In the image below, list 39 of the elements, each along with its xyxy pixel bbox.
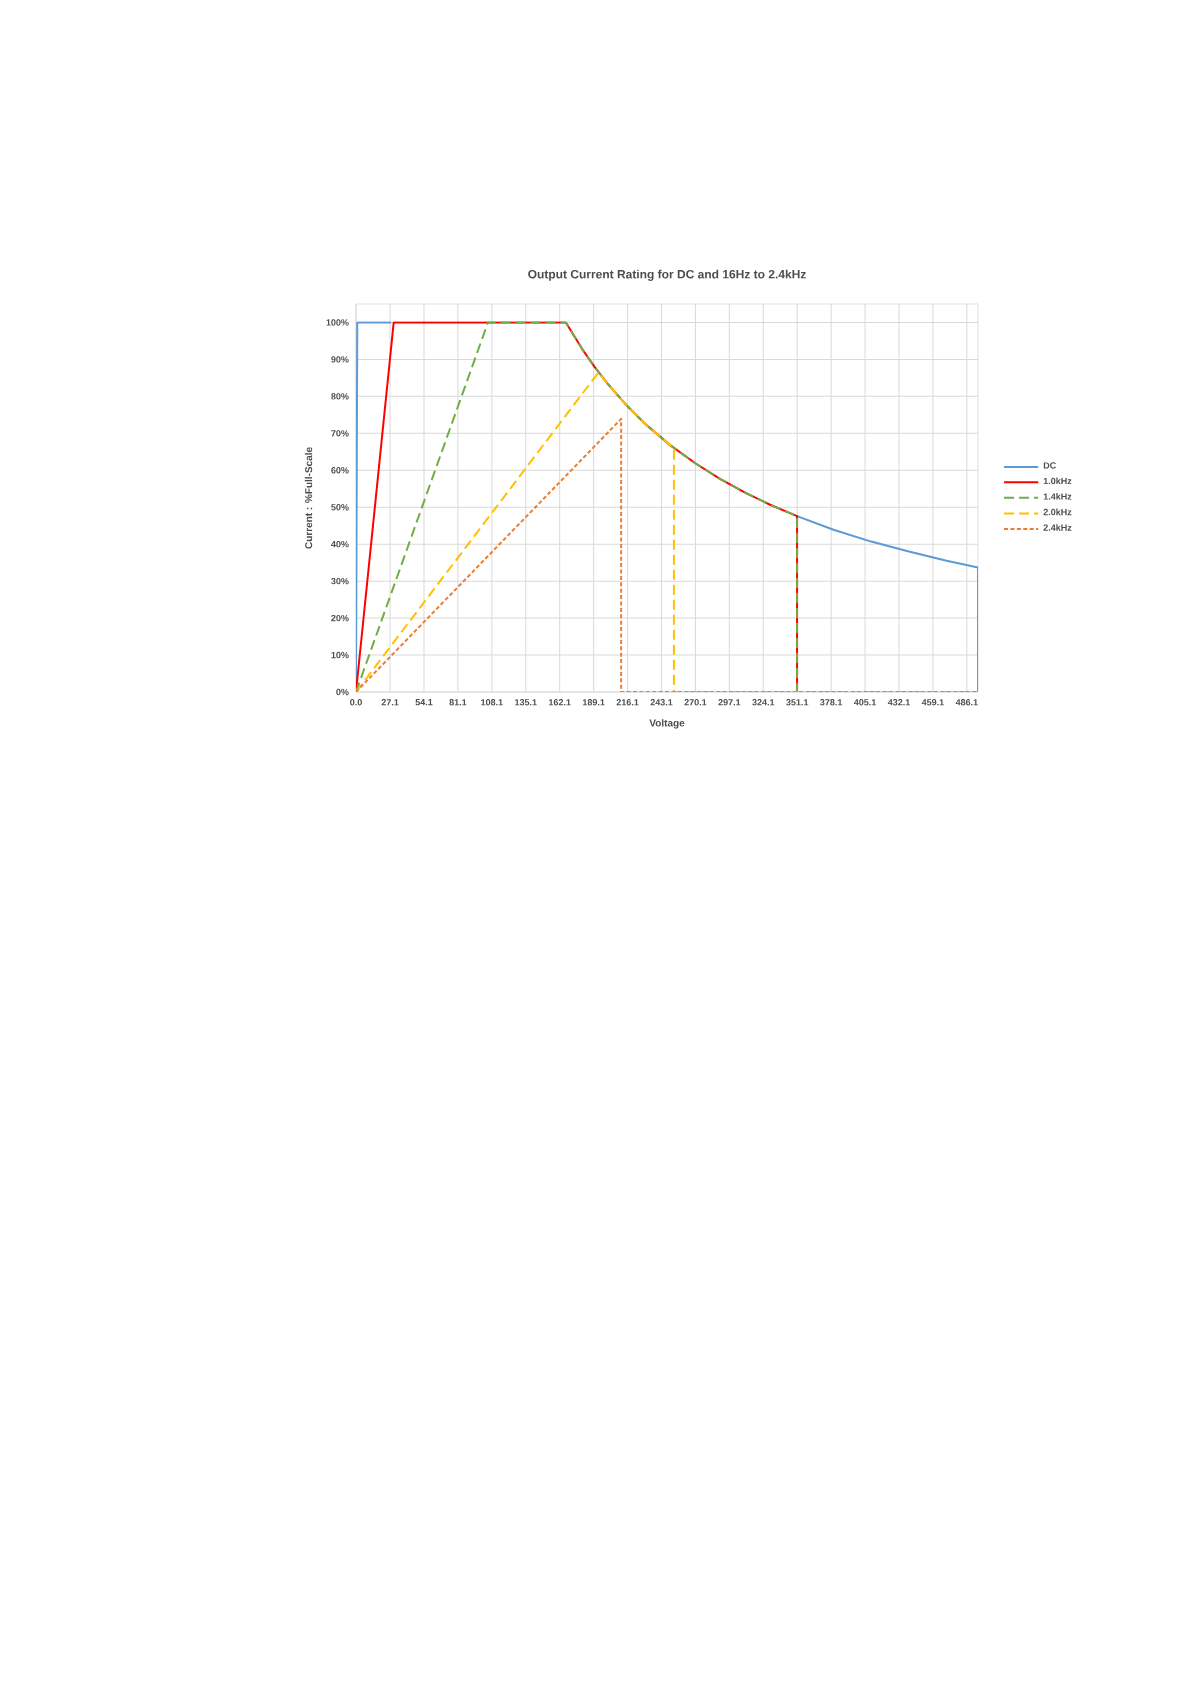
x-tick-label: 297.1	[718, 699, 741, 706]
x-axis-title: Voltage	[649, 719, 685, 729]
y-tick-label: 80%	[331, 393, 349, 400]
y-tick-label: 50%	[331, 504, 349, 511]
x-tick-label: 108.1	[481, 699, 503, 706]
x-tick-label: 81.1	[449, 699, 467, 706]
y-tick-label: 90%	[331, 356, 349, 363]
x-tick-label: 189.1	[582, 699, 605, 706]
y-tick-label: 10%	[331, 651, 349, 659]
y-tick-label: 100%	[326, 319, 349, 326]
line-series	[356, 321, 799, 692]
legend-label: 1.0kHz	[1043, 477, 1072, 485]
y-tick-label: 20%	[331, 614, 349, 622]
x-tick-label: 486.1	[955, 699, 978, 706]
x-tick-label: 162.1	[549, 699, 571, 706]
y-tick-label: 40%	[331, 541, 349, 548]
legend-label: DC	[1043, 462, 1056, 469]
legend-label: 2.4kHz	[1043, 524, 1072, 531]
x-tick-label: 54.1	[415, 699, 433, 706]
x-tick-label: 216.1	[616, 699, 639, 706]
y-tick-label: 0%	[336, 688, 349, 696]
x-tick-label: 324.1	[752, 699, 775, 706]
x-tick-label: 270.1	[684, 699, 707, 706]
legend-label: 1.4kHz	[1043, 493, 1072, 500]
x-tick-label: 459.1	[921, 699, 944, 706]
chart-title: Output Current Rating for DC and 16Hz to 2.4kHz	[528, 269, 806, 281]
x-tick-label: 27.1	[381, 699, 399, 706]
y-tick-label: 60%	[331, 467, 349, 474]
legend-label: 2.0kHz	[1043, 508, 1072, 516]
x-tick-label: 378.1	[820, 699, 843, 706]
x-tick-label: 243.1	[650, 699, 673, 706]
x-tick-label: 135.1	[515, 699, 537, 706]
y-tick-label: 70%	[331, 430, 349, 437]
x-tick-label: 0.0	[350, 699, 362, 706]
x-tick-label: 351.1	[786, 699, 809, 706]
y-tick-label: 30%	[331, 577, 349, 585]
x-tick-label: 432.1	[887, 699, 910, 706]
y-axis-title: Current : %Full-Scale	[304, 447, 313, 549]
x-tick-label: 405.1	[853, 699, 877, 706]
